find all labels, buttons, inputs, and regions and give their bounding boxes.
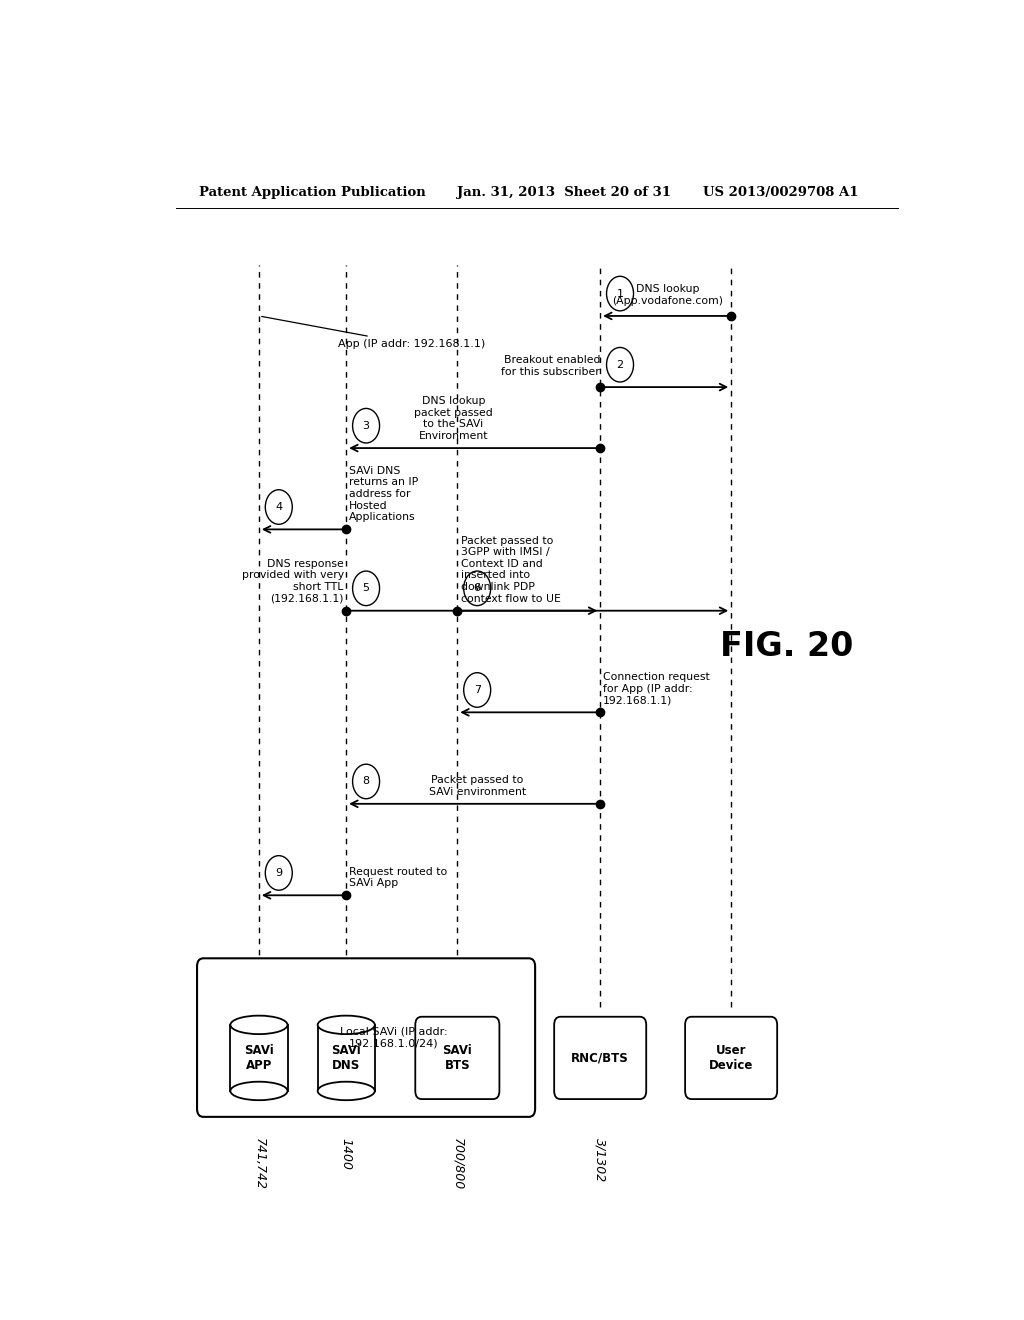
Text: 6: 6	[474, 583, 480, 593]
FancyBboxPatch shape	[685, 1016, 777, 1100]
Text: US 2013/0029708 A1: US 2013/0029708 A1	[703, 186, 859, 199]
Text: 741,742: 741,742	[253, 1138, 265, 1191]
Text: Packet passed to
3GPP with IMSI /
Context ID and
inserted into
downlink PDP
cont: Packet passed to 3GPP with IMSI / Contex…	[461, 536, 561, 603]
Text: 9: 9	[275, 869, 283, 878]
Text: DNS lookup
packet passed
to the SAVi
Environment: DNS lookup packet passed to the SAVi Env…	[414, 396, 493, 441]
Text: Packet passed to
SAVi environment: Packet passed to SAVi environment	[429, 775, 525, 797]
Circle shape	[352, 408, 380, 444]
Ellipse shape	[230, 1015, 288, 1034]
Circle shape	[606, 276, 634, 312]
Text: User
Device: User Device	[709, 1044, 754, 1072]
Circle shape	[265, 855, 292, 890]
Text: 2: 2	[616, 360, 624, 370]
Ellipse shape	[317, 1015, 375, 1034]
Text: SAVi DNS
returns an IP
address for
Hosted
Applications: SAVi DNS returns an IP address for Hoste…	[348, 466, 418, 523]
Text: FIG. 20: FIG. 20	[720, 630, 853, 663]
FancyBboxPatch shape	[416, 1016, 500, 1100]
Text: 3/1302: 3/1302	[594, 1138, 606, 1183]
FancyBboxPatch shape	[230, 1024, 288, 1090]
FancyBboxPatch shape	[197, 958, 536, 1117]
Text: 3: 3	[362, 421, 370, 430]
Circle shape	[352, 572, 380, 606]
Text: 8: 8	[362, 776, 370, 787]
Text: 5: 5	[362, 583, 370, 593]
Text: 4: 4	[275, 502, 283, 512]
Text: SAVi
APP: SAVi APP	[244, 1044, 273, 1072]
Text: Breakout enabled
for this subscriber: Breakout enabled for this subscriber	[502, 355, 600, 378]
Circle shape	[606, 347, 634, 381]
Circle shape	[265, 490, 292, 524]
Text: Patent Application Publication: Patent Application Publication	[200, 186, 426, 199]
Text: 7: 7	[474, 685, 480, 694]
Text: Local SAVi (IP addr:
192.168.1.0/24): Local SAVi (IP addr: 192.168.1.0/24)	[340, 1027, 447, 1048]
Text: 700/800: 700/800	[451, 1138, 464, 1191]
Ellipse shape	[230, 1081, 288, 1100]
Text: App (IP addr: 192.168.1.1): App (IP addr: 192.168.1.1)	[262, 317, 485, 350]
FancyBboxPatch shape	[317, 1024, 375, 1090]
Text: DNS response
provided with very
short TTL
(192.168.1.1): DNS response provided with very short TT…	[242, 558, 344, 603]
Text: Connection request
for App (IP addr:
192.168.1.1): Connection request for App (IP addr: 192…	[602, 672, 710, 705]
Circle shape	[464, 572, 490, 606]
Text: DNS lookup
(App.vodafone.com): DNS lookup (App.vodafone.com)	[612, 284, 723, 306]
Text: 1400: 1400	[340, 1138, 352, 1171]
Circle shape	[464, 673, 490, 708]
FancyBboxPatch shape	[554, 1016, 646, 1100]
Circle shape	[352, 764, 380, 799]
Text: SAVi
BTS: SAVi BTS	[442, 1044, 472, 1072]
Text: RNC/BTS: RNC/BTS	[571, 1052, 629, 1064]
Text: 1: 1	[616, 289, 624, 298]
Text: SAVi
DNS: SAVi DNS	[332, 1044, 361, 1072]
Text: Jan. 31, 2013  Sheet 20 of 31: Jan. 31, 2013 Sheet 20 of 31	[458, 186, 672, 199]
Text: Request routed to
SAVi App: Request routed to SAVi App	[348, 866, 446, 888]
Ellipse shape	[317, 1081, 375, 1100]
